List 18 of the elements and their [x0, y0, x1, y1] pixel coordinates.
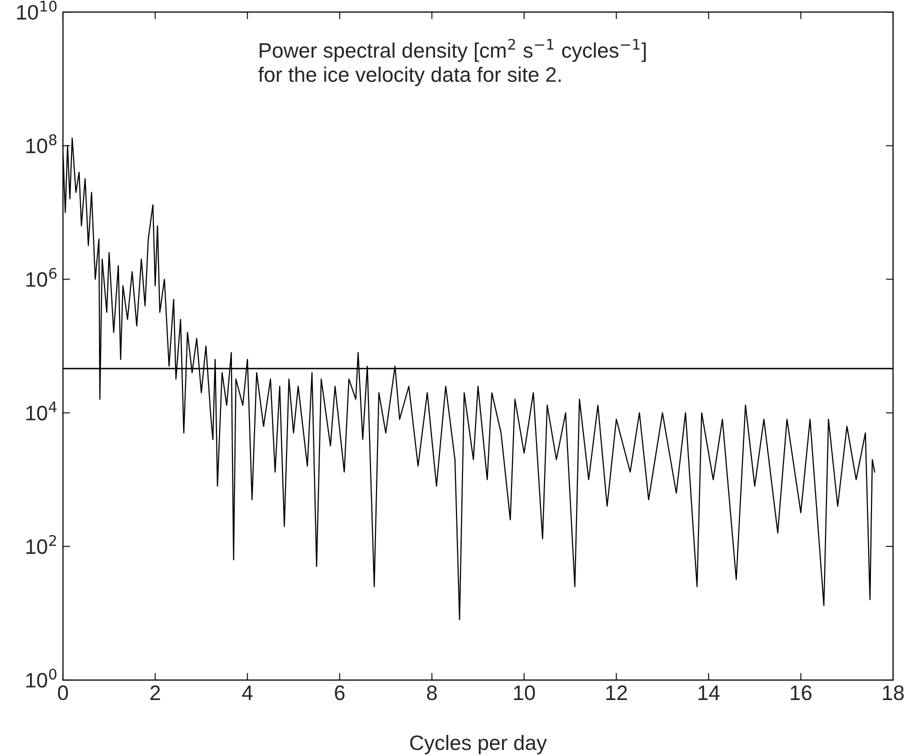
- x-tick-label: 18: [883, 685, 904, 700]
- x-tick-label: 8: [427, 685, 437, 700]
- x-tick-label: 6: [334, 685, 345, 700]
- x-tick-label: 10: [514, 685, 535, 700]
- x-tick-label: 14: [698, 686, 720, 700]
- y-tick-label: 10$^{2}$: [26, 535, 56, 554]
- x-tick-label: 2: [150, 685, 160, 700]
- x-tick-label: 16: [790, 685, 812, 700]
- y-tick-label: 10$^{8}$: [26, 134, 56, 154]
- y-tick-label: 10$^{4}$: [26, 402, 57, 420]
- x-tick-label: 12: [606, 685, 627, 700]
- text: Power spectral density [cm$^{2}$ s$^{−1}$ cycles$^{−1}$] for the ice velocity data for site 2.: [258, 38, 646, 86]
- x-tick-label: 4: [242, 686, 253, 700]
- y-tick-label: 10$^{0}$: [26, 668, 56, 688]
- y-tick-label: 10$^{6}$: [26, 268, 57, 287]
- y-tick-label: 10$^{10}$: [17, 0, 57, 20]
- x-tick-label: 0: [58, 685, 68, 700]
- x-axis-title: Cycles per day: [410, 734, 547, 754]
